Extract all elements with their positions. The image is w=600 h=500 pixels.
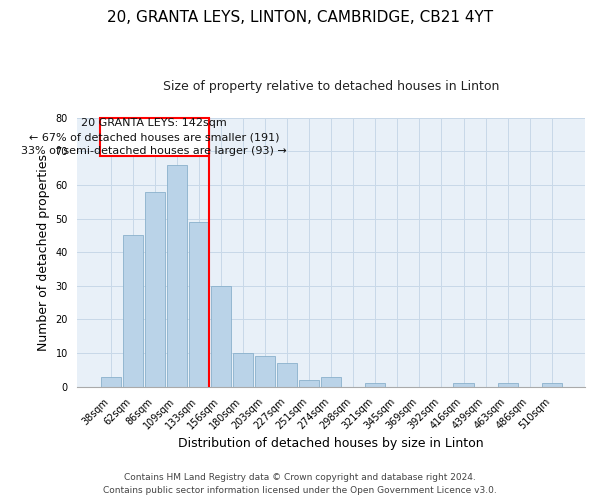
Bar [542,384,562,386]
Bar [277,363,297,386]
Bar [211,286,231,386]
Bar [189,222,209,386]
Text: 20, GRANTA LEYS, LINTON, CAMBRIDGE, CB21 4YT: 20, GRANTA LEYS, LINTON, CAMBRIDGE, CB21… [107,10,493,25]
Bar [255,356,275,386]
Text: 20 GRANTA LEYS: 142sqm
← 67% of detached houses are smaller (191)
33% of semi-de: 20 GRANTA LEYS: 142sqm ← 67% of detached… [22,118,287,156]
Bar [299,380,319,386]
Bar [145,192,165,386]
Bar [122,236,143,386]
Text: Contains HM Land Registry data © Crown copyright and database right 2024.
Contai: Contains HM Land Registry data © Crown c… [103,474,497,495]
Bar [365,384,385,386]
Bar [497,384,518,386]
X-axis label: Distribution of detached houses by size in Linton: Distribution of detached houses by size … [178,437,484,450]
FancyBboxPatch shape [100,118,209,156]
Bar [167,165,187,386]
Bar [233,353,253,386]
Title: Size of property relative to detached houses in Linton: Size of property relative to detached ho… [163,80,499,93]
Y-axis label: Number of detached properties: Number of detached properties [37,154,50,350]
Bar [321,376,341,386]
Bar [454,384,474,386]
Bar [101,376,121,386]
